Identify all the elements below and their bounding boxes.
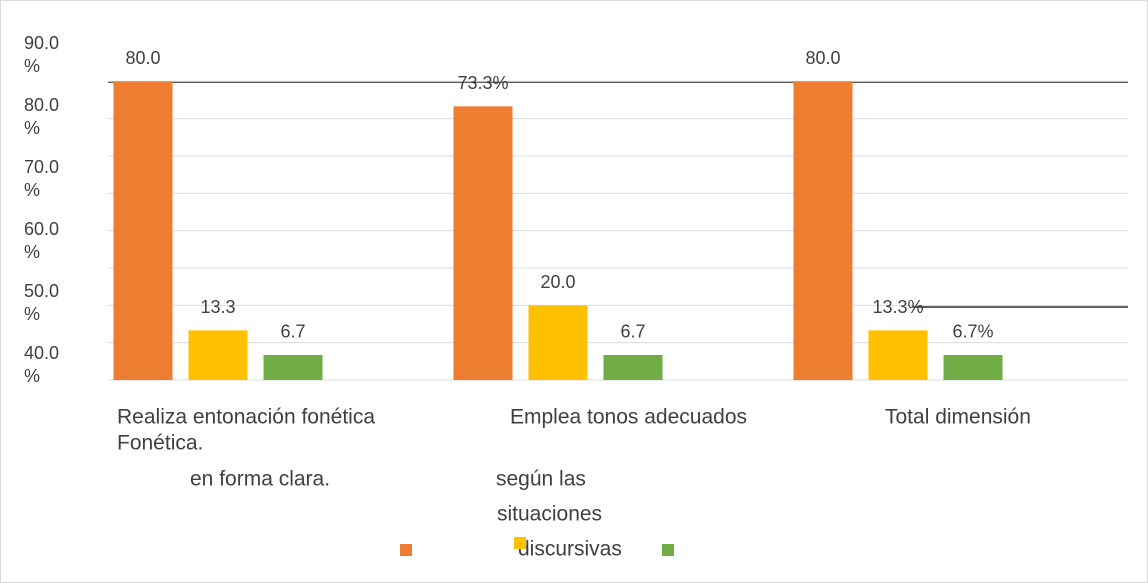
data-label: 80.0 — [125, 48, 160, 68]
annotation: en forma clara. — [190, 468, 330, 491]
data-label: 13.3 — [200, 297, 235, 317]
y-tick-label: 60.0% — [24, 219, 59, 262]
data-label: 73.3% — [457, 73, 508, 93]
bar — [113, 81, 173, 380]
x-tick-label: Emplea tonos adecuados — [510, 406, 747, 429]
data-label: 6.7 — [620, 322, 645, 342]
y-tick-label: 40.0% — [24, 343, 59, 386]
data-label: 6.7 — [280, 322, 305, 342]
bar — [793, 81, 853, 380]
bar — [453, 106, 513, 380]
bar — [528, 305, 588, 380]
data-label: 20.0 — [540, 272, 575, 292]
y-tick-label: 80.0% — [24, 95, 59, 138]
data-label: 13.3% — [872, 297, 923, 317]
bar — [263, 354, 323, 380]
legend-swatch — [514, 537, 526, 549]
x-tick-label: Total dimensión — [885, 406, 1031, 429]
data-label: 6.7% — [952, 322, 993, 342]
y-tick-label: 50.0% — [24, 281, 59, 324]
y-tick-label: 90.0% — [24, 33, 59, 76]
legend-swatch — [400, 544, 412, 556]
data-label: 80.0 — [805, 48, 840, 68]
annotation: discursivas — [518, 538, 622, 561]
annotation: situaciones — [497, 503, 602, 526]
bar — [943, 354, 1003, 380]
y-tick-label: 70.0% — [24, 157, 59, 200]
annotation: según las — [496, 468, 586, 491]
legend-swatch — [662, 544, 674, 556]
x-tick-label: Realiza entonación fonética — [117, 406, 375, 429]
bar — [603, 354, 663, 380]
annotation: Fonética. — [117, 432, 203, 455]
bar — [188, 330, 248, 380]
bar — [868, 330, 928, 380]
